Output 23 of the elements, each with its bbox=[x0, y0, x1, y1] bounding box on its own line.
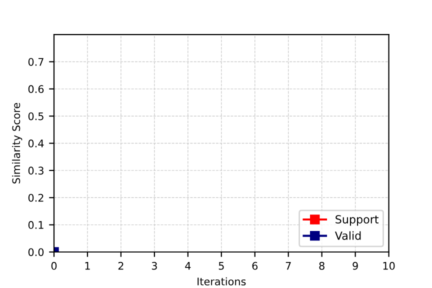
legend-label: Valid bbox=[334, 231, 361, 240]
y-tick-label: 0.4 bbox=[28, 140, 44, 148]
x-tick-label: 9 bbox=[352, 262, 358, 270]
x-tick-label: 4 bbox=[185, 262, 191, 270]
y-tick-label: 0.3 bbox=[28, 166, 44, 175]
x-tick-label: 6 bbox=[252, 262, 258, 270]
x-tick-label: 7 bbox=[286, 262, 291, 270]
x-tick-label: 2 bbox=[118, 262, 124, 270]
y-tick-label: 0.2 bbox=[28, 194, 44, 202]
x-tick-label: 5 bbox=[218, 262, 224, 270]
x-tick-label: 8 bbox=[319, 262, 324, 270]
y-tick-label: 0.7 bbox=[28, 58, 44, 66]
x-tick-label: 3 bbox=[152, 262, 157, 270]
x-tick-label: 0 bbox=[51, 262, 57, 270]
y-tick-label: 0.1 bbox=[28, 221, 44, 229]
legend-label: Support bbox=[336, 215, 379, 226]
y-tick-label: 0.5 bbox=[28, 112, 44, 120]
x-tick-label: 1 bbox=[85, 262, 90, 270]
y-tick-label: 0.6 bbox=[28, 85, 44, 94]
x-tick-label: 10 bbox=[383, 262, 395, 270]
y-axis-title: Similarity Score bbox=[12, 102, 22, 184]
x-axis-title: Iterations bbox=[198, 277, 246, 286]
y-tick-label: 0.0 bbox=[28, 248, 44, 256]
